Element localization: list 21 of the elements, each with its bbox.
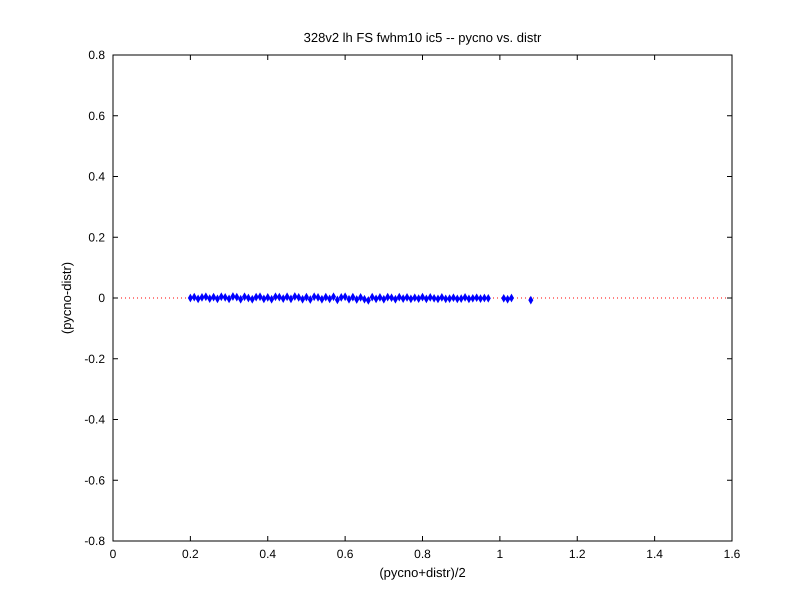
y-tick-label: -0.4: [84, 412, 106, 426]
y-tick-label: -0.8: [84, 534, 106, 548]
x-tick-label: 0.2: [182, 547, 200, 561]
y-tick-label: 0.6: [88, 108, 106, 123]
chart-title: 328v2 lh FS fwhm10 ic5 -- pycno vs. distr: [304, 30, 542, 45]
x-tick-label: 1.6: [724, 547, 741, 561]
y-tick-label: 0.8: [88, 48, 106, 62]
x-tick-label: 0.4: [259, 547, 276, 561]
x-tick-label: 0: [110, 547, 117, 561]
y-tick-label: -0.2: [84, 352, 106, 366]
y-tick-label: -0.6: [84, 473, 106, 488]
y-tick-label: 0.4: [88, 170, 106, 184]
y-tick-label: 0.2: [88, 230, 106, 244]
x-tick-label: 1: [496, 547, 504, 561]
y-axis-title: (pycno-distr): [59, 262, 74, 334]
y-tick-label: 0: [98, 291, 106, 305]
x-tick-label: 0.6: [336, 547, 354, 561]
x-tick-label: 1.4: [646, 547, 664, 561]
x-axis-title: (pycno+distr)/2: [379, 565, 466, 580]
x-tick-label: 1.2: [568, 547, 586, 561]
x-tick-label: 0.8: [414, 547, 432, 561]
